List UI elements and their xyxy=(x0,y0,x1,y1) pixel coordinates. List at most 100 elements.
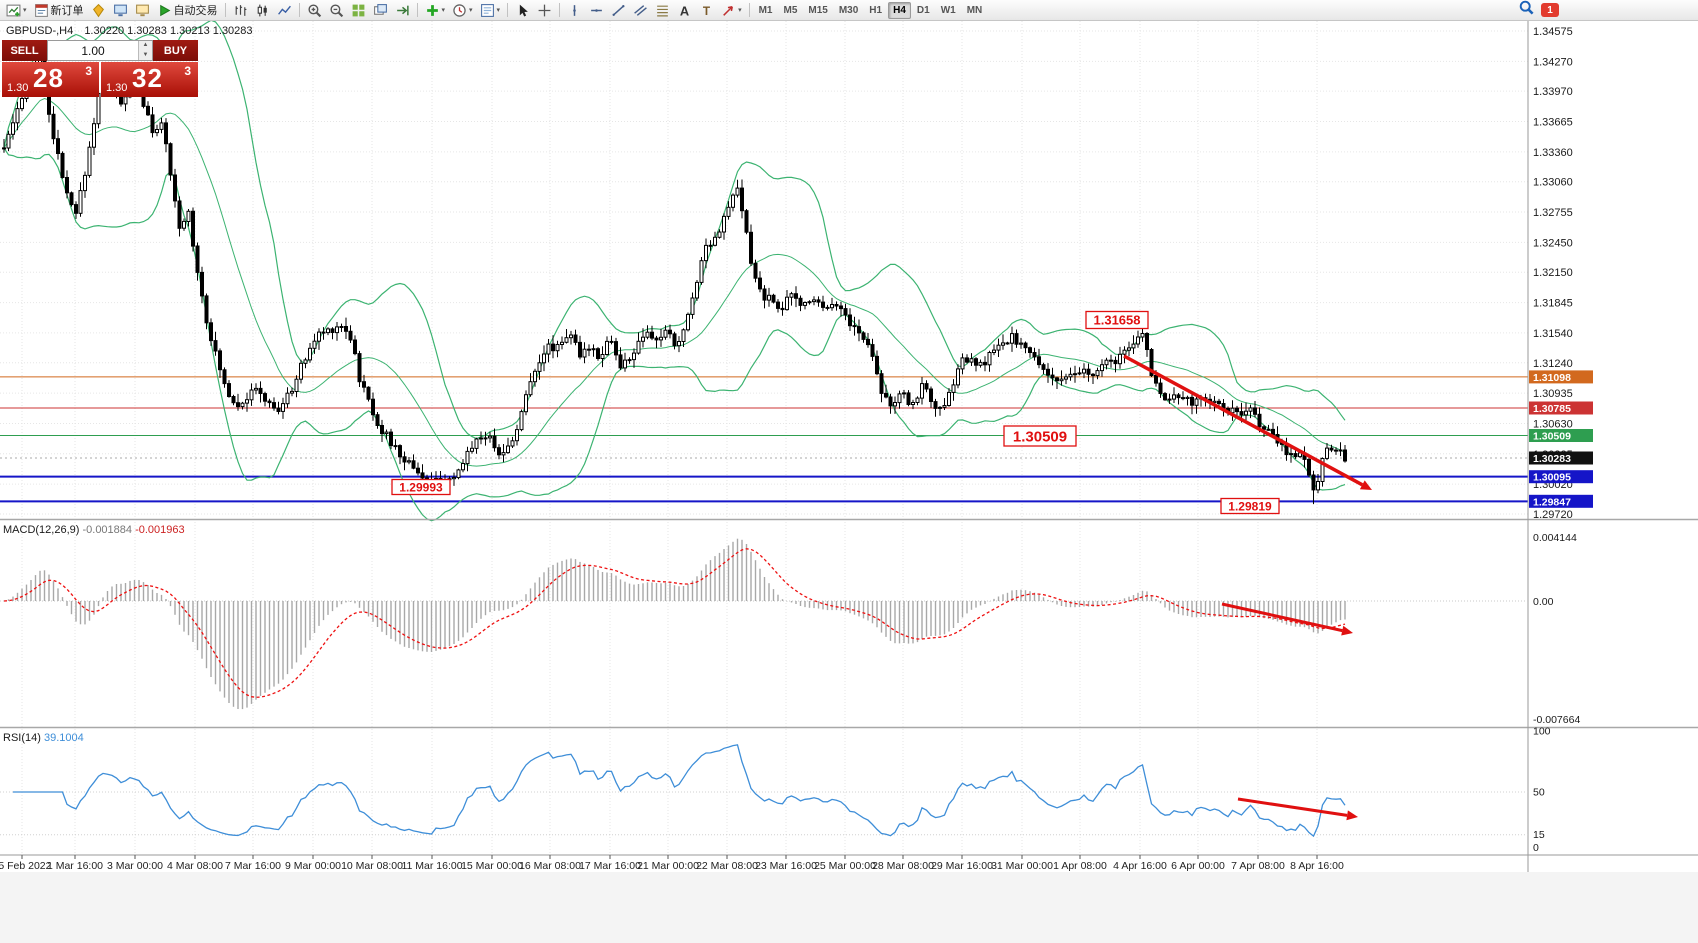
svg-text:3 Mar 00:00: 3 Mar 00:00 xyxy=(107,860,163,872)
data-window-button[interactable] xyxy=(132,0,153,21)
notification-badge[interactable]: 1 xyxy=(1541,3,1559,17)
horizontal-line-tool-button[interactable] xyxy=(586,0,607,21)
templates-button[interactable]: ▾ xyxy=(477,0,504,21)
autoplay-icon xyxy=(159,4,170,16)
zoom-in-icon xyxy=(307,3,321,17)
new-chart-button[interactable]: ▾ xyxy=(3,0,30,21)
svg-text:1.32755: 1.32755 xyxy=(1533,207,1573,219)
svg-text:17 Mar 16:00: 17 Mar 16:00 xyxy=(579,860,641,872)
hline-icon xyxy=(591,8,602,12)
timeframe-H4-button[interactable]: H4 xyxy=(888,1,911,19)
candlestick-series xyxy=(2,55,1347,505)
svg-text:7 Apr 08:00: 7 Apr 08:00 xyxy=(1231,860,1285,872)
svg-text:31 Mar 00:00: 31 Mar 00:00 xyxy=(991,860,1053,872)
order-icon xyxy=(34,3,48,17)
svg-text:1.30509: 1.30509 xyxy=(1533,431,1571,443)
timeframe-W1-button[interactable]: W1 xyxy=(940,4,956,16)
bid-price-pipette: 3 xyxy=(85,64,92,78)
text-label-tool-button[interactable]: T xyxy=(696,0,717,21)
indicators-button[interactable]: ▾ xyxy=(422,0,449,21)
svg-text:0: 0 xyxy=(1533,842,1539,854)
bar-chart-mode-button[interactable] xyxy=(230,0,251,21)
svg-text:1.31658: 1.31658 xyxy=(1094,313,1141,328)
svg-text:0.00: 0.00 xyxy=(1533,596,1554,608)
svg-text:25 Mar 00:00: 25 Mar 00:00 xyxy=(814,860,876,872)
chart-ohlc-values: 1.30220 1.30283 1.30213 1.30283 xyxy=(84,25,253,37)
arrows-tool-button[interactable]: ▾ xyxy=(718,0,745,21)
svg-text:23 Mar 16:00: 23 Mar 16:00 xyxy=(755,860,817,872)
price-axis-markers: 1.31098 1.30785 1.30509 1.30283 1.30095 1.298… xyxy=(1529,370,1593,508)
toolbar-separator xyxy=(416,3,418,17)
timeframe-M30-button[interactable]: M30 xyxy=(838,4,859,16)
cursor-tool-button[interactable] xyxy=(512,0,533,21)
svg-text:25 Feb 2022: 25 Feb 2022 xyxy=(0,860,52,872)
price-callout-labels[interactable]: 1.31658 1.30509 1.29993 1.29819 xyxy=(391,310,1280,515)
svg-text:1.30630: 1.30630 xyxy=(1533,418,1573,430)
tile-icon xyxy=(352,4,364,16)
timeframe-M1-button[interactable]: M1 xyxy=(758,4,773,16)
svg-text:22 Mar 08:00: 22 Mar 08:00 xyxy=(696,860,758,872)
svg-text:1.32150: 1.32150 xyxy=(1533,267,1573,279)
monitor2-icon xyxy=(135,4,149,16)
dropdown-caret-icon: ▾ xyxy=(23,6,27,14)
chart-shift-button[interactable] xyxy=(392,0,413,21)
svg-text:1.30509: 1.30509 xyxy=(1013,428,1067,445)
arrow-icon xyxy=(723,5,734,16)
line-chart-mode-button[interactable] xyxy=(274,0,295,21)
zoom-in-button[interactable] xyxy=(304,0,325,21)
fibonacci-tool-button[interactable] xyxy=(652,0,673,21)
candlestick-mode-button[interactable] xyxy=(252,0,273,21)
svg-text:4 Apr 16:00: 4 Apr 16:00 xyxy=(1113,860,1167,872)
volume-field: ▲ ▼ xyxy=(47,40,153,61)
svg-text:8 Apr 16:00: 8 Apr 16:00 xyxy=(1290,860,1344,872)
new-order-button[interactable]: 新订单 xyxy=(31,0,87,21)
buy-button[interactable]: BUY xyxy=(153,40,198,61)
monitor-icon xyxy=(113,4,127,16)
clock-icon xyxy=(453,3,466,17)
dropdown-caret-icon: ▾ xyxy=(441,6,446,14)
autotrading-label: 自动交易 xyxy=(173,5,218,17)
crosshair-tool-button[interactable] xyxy=(534,0,555,21)
svg-text:9 Mar 00:00: 9 Mar 00:00 xyxy=(285,860,341,872)
equidistant-channel-tool-button[interactable] xyxy=(630,0,651,21)
dropdown-caret-icon: ▾ xyxy=(469,6,473,14)
svg-text:29 Mar 16:00: 29 Mar 16:00 xyxy=(931,860,993,872)
timeframe-M5-button[interactable]: M5 xyxy=(783,4,798,16)
search-button[interactable] xyxy=(1519,0,1534,20)
volume-increase-button[interactable]: ▲ xyxy=(139,41,152,51)
text-tool-button[interactable]: A xyxy=(674,0,695,21)
volume-input[interactable] xyxy=(48,41,138,60)
ask-price-panel[interactable]: 1.30 32 3 xyxy=(101,62,198,97)
trendline-tool-button[interactable] xyxy=(608,0,629,21)
timeframe-H1-button[interactable]: H1 xyxy=(869,4,883,16)
zoom-out-button[interactable] xyxy=(326,0,347,21)
svg-text:RSI(14) 39.1004: RSI(14) 39.1004 xyxy=(3,732,84,744)
timeframe-M15-button[interactable]: M15 xyxy=(808,4,828,16)
svg-text:1.34575: 1.34575 xyxy=(1533,26,1573,38)
timeframe-D1-button[interactable]: D1 xyxy=(916,4,930,16)
bid-price-panel[interactable]: 1.30 28 3 xyxy=(2,62,99,97)
vertical-line-tool-button[interactable] xyxy=(564,0,585,21)
search-icon xyxy=(1519,0,1534,15)
svg-text:1 Apr 08:00: 1 Apr 08:00 xyxy=(1053,860,1107,872)
trend-arrows[interactable] xyxy=(1123,354,1372,821)
svg-text:0.004144: 0.004144 xyxy=(1533,532,1577,544)
sell-button[interactable]: SELL xyxy=(2,40,47,61)
volume-decrease-button[interactable]: ▼ xyxy=(139,50,152,60)
svg-text:1.31098: 1.31098 xyxy=(1533,372,1571,384)
autotrading-button[interactable]: 自动交易 xyxy=(154,0,221,21)
shift-icon xyxy=(396,5,409,15)
svg-text:-0.007664: -0.007664 xyxy=(1533,714,1580,726)
tile-windows-button[interactable] xyxy=(348,0,369,21)
svg-text:1.30785: 1.30785 xyxy=(1533,403,1571,415)
trend-icon xyxy=(612,4,625,16)
cascade-windows-button[interactable] xyxy=(370,0,391,21)
svg-text:7 Mar 16:00: 7 Mar 16:00 xyxy=(225,860,281,872)
timeframe-MN-button[interactable]: MN xyxy=(966,4,983,16)
market-watch-button[interactable] xyxy=(110,0,131,21)
mql5-market-button[interactable] xyxy=(88,0,109,21)
periods-button[interactable]: ▾ xyxy=(449,0,476,21)
